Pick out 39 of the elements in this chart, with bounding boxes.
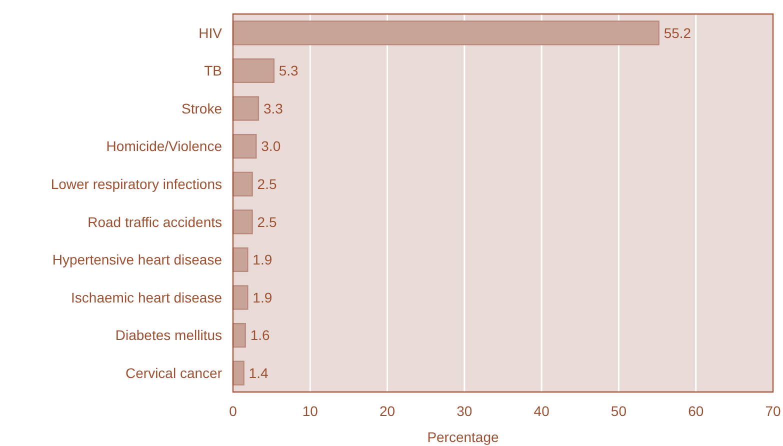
y-tick-label: Hypertensive heart disease <box>52 252 222 268</box>
y-tick-label: Diabetes mellitus <box>115 327 222 344</box>
data-label: 2.5 <box>257 214 277 230</box>
x-tick-label: 60 <box>688 403 704 419</box>
data-label: 2.5 <box>257 176 277 192</box>
y-tick-label: Lower respiratory infections <box>50 176 222 192</box>
bar <box>232 96 260 121</box>
y-tick-label: Stroke <box>182 100 222 116</box>
bar <box>232 58 274 84</box>
y-tick-label: Homicide/Violence <box>106 138 222 154</box>
x-axis-title: Percentage <box>427 429 500 445</box>
data-label: 1.9 <box>252 252 272 268</box>
bar <box>232 210 253 234</box>
x-tick-label: 50 <box>610 403 627 419</box>
bar <box>232 360 244 386</box>
y-tick-label: Cervical cancer <box>126 365 222 381</box>
data-label: 3.0 <box>261 138 281 154</box>
x-tick-label: 10 <box>302 403 318 419</box>
data-label: 5.3 <box>278 62 299 79</box>
bar <box>232 172 253 196</box>
bar <box>232 134 257 159</box>
bar <box>232 322 246 348</box>
data-label: 3.3 <box>263 100 284 116</box>
data-label: 1.9 <box>252 289 272 306</box>
data-label: 1.4 <box>248 365 268 381</box>
y-tick-label: HIV <box>198 24 223 41</box>
bar <box>232 20 660 46</box>
y-tick-label: Ischaemic heart disease <box>71 289 222 306</box>
x-tick-label: 20 <box>379 403 396 419</box>
bar <box>232 285 248 310</box>
x-tick-label: 30 <box>456 403 472 419</box>
x-tick-label: 70 <box>765 403 781 419</box>
bar <box>232 247 248 272</box>
y-tick-label: Road traffic accidents <box>88 214 222 230</box>
x-tick-label: 0 <box>229 403 238 419</box>
data-label: 55.2 <box>664 24 692 41</box>
x-tick-label: 40 <box>534 403 550 419</box>
y-tick-label: TB <box>204 62 222 79</box>
data-label: 1.6 <box>250 327 270 344</box>
